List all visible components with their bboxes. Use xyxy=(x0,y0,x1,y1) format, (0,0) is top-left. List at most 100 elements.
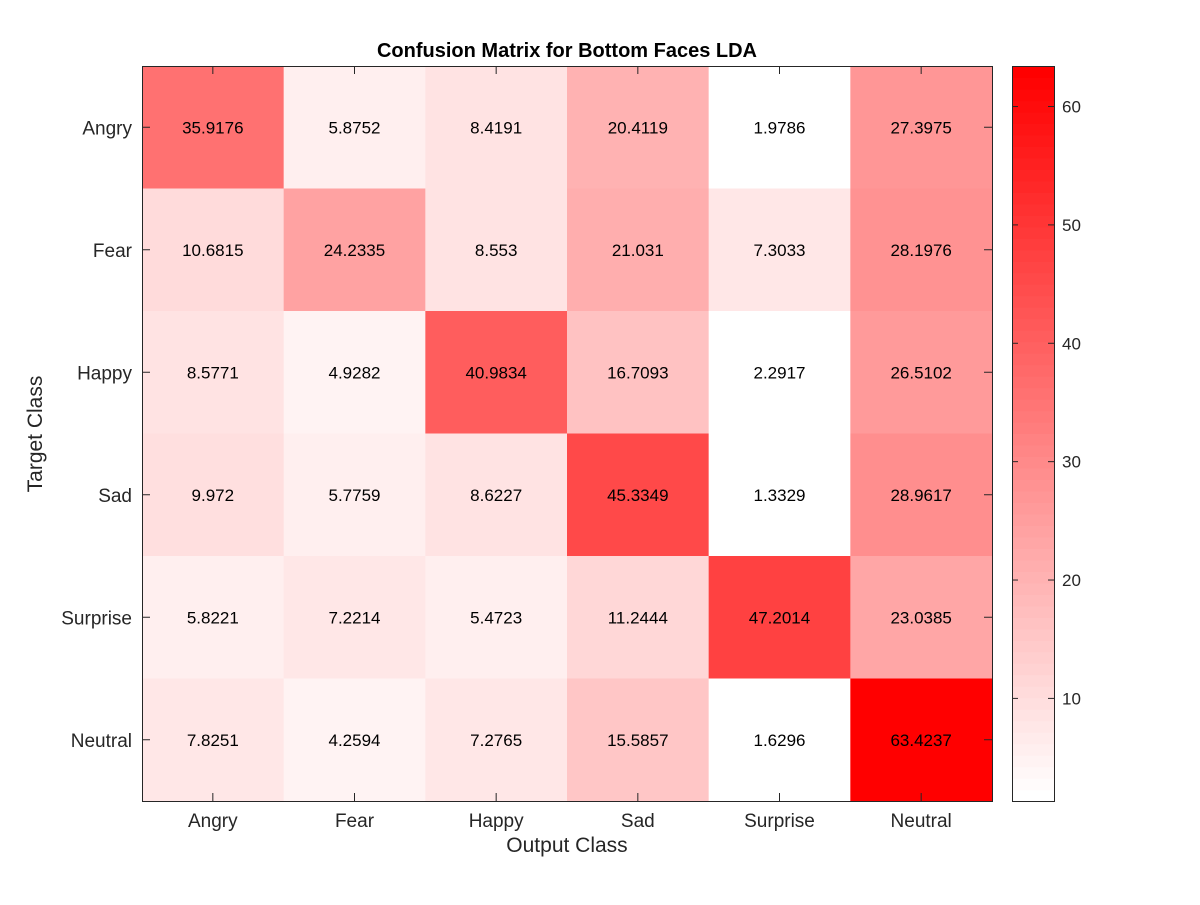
heatmap-cell xyxy=(425,678,568,802)
colorbar-band xyxy=(1012,284,1054,297)
cell-value-label: 4.2594 xyxy=(329,731,381,750)
colorbar-band xyxy=(1012,169,1054,182)
y-tick-label: Surprise xyxy=(61,608,132,629)
heatmap-cell xyxy=(425,556,568,679)
plot-frame xyxy=(142,66,993,802)
heatmap-cell xyxy=(850,433,993,557)
heatmap-cell xyxy=(708,556,851,679)
cell-value-label: 8.5771 xyxy=(187,363,239,382)
colorbar-band xyxy=(1012,146,1054,159)
heatmap-cell xyxy=(425,311,568,434)
colorbar-band xyxy=(1012,123,1054,136)
colorbar-band xyxy=(1012,778,1054,791)
heatmap-cells xyxy=(142,66,993,802)
colorbar-band xyxy=(1012,605,1054,618)
colorbar-band xyxy=(1012,410,1054,423)
colorbar-band xyxy=(1012,709,1054,722)
x-tick-label: Sad xyxy=(621,811,655,832)
colorbar-band xyxy=(1012,720,1054,733)
colorbar-band xyxy=(1012,640,1054,653)
colorbar-band xyxy=(1012,387,1054,400)
colorbar-band xyxy=(1012,111,1054,125)
colorbar-band xyxy=(1012,525,1054,538)
cell-value-label: 5.8221 xyxy=(187,608,239,627)
colorbar-band xyxy=(1012,559,1054,572)
cell-value-label: 8.4191 xyxy=(470,118,522,137)
colorbar-band xyxy=(1012,100,1054,113)
cell-value-label: 26.5102 xyxy=(890,363,951,382)
heatmap-cell xyxy=(283,556,426,679)
cell-value-label: 35.9176 xyxy=(182,118,243,137)
cell-value-label: 1.3329 xyxy=(754,486,806,505)
x-axis-label: Output Class xyxy=(506,834,627,857)
heatmap-cell xyxy=(283,66,426,189)
colorbar-band xyxy=(1012,261,1054,274)
heatmap-cell xyxy=(142,678,285,802)
x-tick-label: Fear xyxy=(335,811,375,832)
cell-value-label: 27.3975 xyxy=(890,118,951,137)
x-tick-labels: Angry Fear Happy Sad Surprise Neutral xyxy=(188,811,952,832)
colorbar-band xyxy=(1012,582,1054,595)
heatmap-cell xyxy=(850,556,993,679)
cell-value-label: 9.972 xyxy=(192,486,235,505)
cell-value-label: 20.4119 xyxy=(608,118,668,137)
heatmap-cell xyxy=(708,311,851,434)
y-tick-labels: Angry Fear Happy Sad Surprise Neutral xyxy=(61,118,132,752)
colorbar-band xyxy=(1012,364,1054,377)
cell-value-label: 7.8251 xyxy=(187,731,239,750)
colorbar-band xyxy=(1012,180,1054,193)
heatmap-cell-labels: 35.9176 5.8752 8.4191 20.4119 1.9786 27.3975 1… xyxy=(182,118,952,750)
colorbar-band xyxy=(1012,732,1054,745)
colorbar-band xyxy=(1012,157,1054,170)
colorbar-band xyxy=(1012,490,1054,504)
colorbar-band xyxy=(1012,77,1054,90)
x-tick-label: Angry xyxy=(188,811,238,832)
colorbar-band xyxy=(1012,548,1054,561)
heatmap-cell xyxy=(425,66,568,189)
colorbar-band xyxy=(1012,330,1054,343)
colorbar-band xyxy=(1012,479,1054,492)
cell-value-label: 5.4723 xyxy=(470,608,522,627)
x-tick-label: Neutral xyxy=(891,811,952,832)
cell-value-label: 11.2444 xyxy=(608,608,668,627)
colorbar-band xyxy=(1012,594,1054,607)
colorbar-band xyxy=(1012,203,1054,216)
colorbar-band xyxy=(1012,134,1054,147)
colorbar-band xyxy=(1012,399,1054,412)
heatmap-cell xyxy=(425,188,568,312)
colorbar-band xyxy=(1012,663,1054,676)
colorbar-band xyxy=(1012,617,1054,630)
cell-value-label: 5.8752 xyxy=(329,118,381,137)
colorbar-band xyxy=(1012,422,1054,435)
colorbar-band xyxy=(1012,743,1054,756)
colorbar-band xyxy=(1012,513,1054,526)
heatmap-cell xyxy=(567,556,710,679)
colorbar-band xyxy=(1012,295,1054,308)
colorbar-band xyxy=(1012,697,1054,710)
axis-ticks xyxy=(142,66,992,801)
heatmap-cell xyxy=(567,188,710,312)
heatmap-cell xyxy=(567,311,710,434)
cell-value-label: 15.5857 xyxy=(607,731,668,750)
cell-value-label: 47.2014 xyxy=(749,608,810,627)
colorbar-band xyxy=(1012,192,1054,205)
heatmap-cell xyxy=(142,66,285,189)
colorbar-band xyxy=(1012,341,1054,354)
heatmap-cell xyxy=(850,188,993,312)
cell-value-label: 28.9617 xyxy=(890,486,951,505)
cell-value-label: 16.7093 xyxy=(607,363,668,382)
heatmap-cell xyxy=(142,433,285,557)
colorbar-band xyxy=(1012,755,1054,768)
y-axis-label: Target Class xyxy=(24,376,47,493)
colorbar-band xyxy=(1012,571,1054,584)
colorbar-band xyxy=(1012,444,1054,458)
colorbar-band xyxy=(1012,88,1054,102)
colorbar-frame xyxy=(1012,66,1055,802)
y-tick-label: Neutral xyxy=(71,731,132,752)
colorbar-band xyxy=(1012,376,1054,389)
heatmap-cell xyxy=(142,311,285,434)
heatmap-cell xyxy=(283,311,426,434)
heatmap-cell xyxy=(283,433,426,557)
heatmap-cell xyxy=(850,678,993,802)
